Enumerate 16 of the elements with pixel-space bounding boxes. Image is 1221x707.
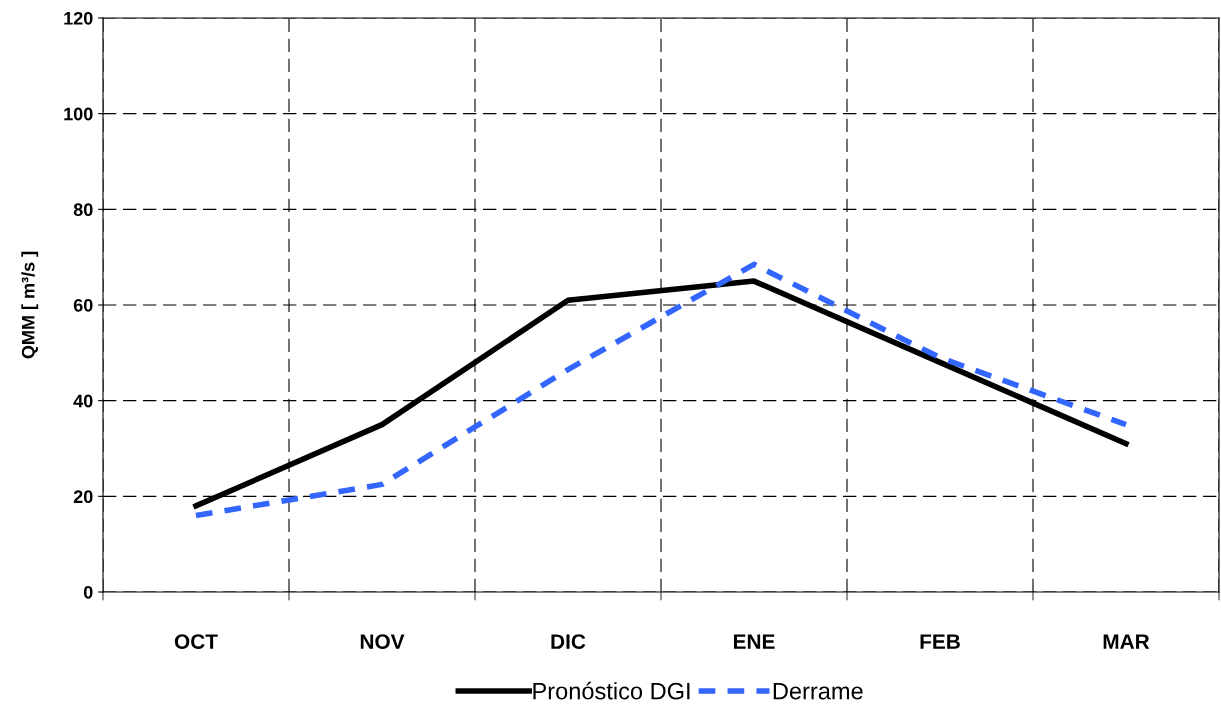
y-axis-title: QMM [ m³/s ] <box>21 251 39 359</box>
x-tick-label: FEB <box>920 634 960 649</box>
y-tick-label: 60 <box>73 298 93 312</box>
y-tick-label: 120 <box>64 11 93 25</box>
y-tick-label: 80 <box>73 203 93 217</box>
x-tick-label: NOV <box>360 634 405 649</box>
y-tick-label: 100 <box>64 107 93 121</box>
y-tick-label: 40 <box>73 394 93 408</box>
x-tick-label: DIC <box>551 634 586 649</box>
y-tick-label: 0 <box>83 585 93 599</box>
x-tick-label: MAR <box>1103 634 1150 649</box>
x-tick-label: ENE <box>733 634 775 649</box>
y-tick-label: 20 <box>73 490 93 504</box>
x-tick-label: OCT <box>174 634 218 649</box>
legend-label: Pronóstico DGI <box>533 681 690 700</box>
legend-label: Derrame <box>773 683 863 700</box>
